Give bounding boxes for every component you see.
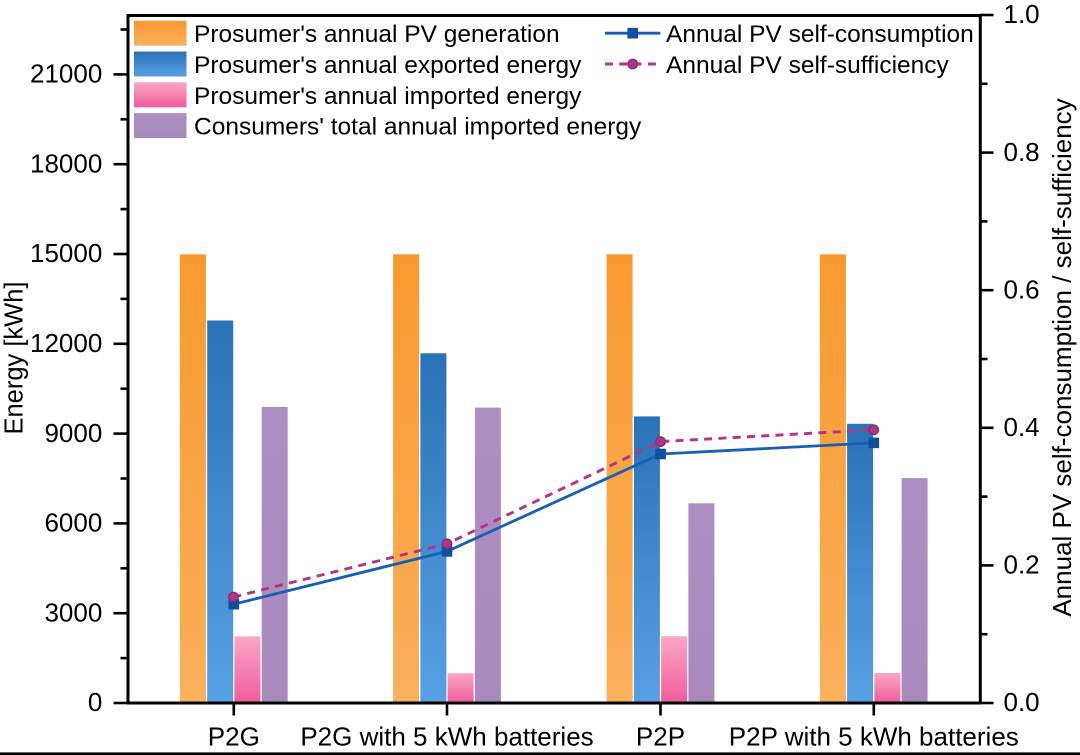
svg-text:0.8: 0.8: [1004, 137, 1040, 167]
svg-text:12000: 12000: [30, 328, 102, 358]
svg-text:Consumers' total annual import: Consumers' total annual imported energy: [194, 114, 642, 141]
svg-text:6000: 6000: [44, 508, 102, 538]
svg-text:Prosumer's annual PV generatio: Prosumer's annual PV generation: [194, 21, 560, 48]
svg-text:9000: 9000: [44, 418, 102, 448]
svg-text:Prosumer's annual imported ene: Prosumer's annual imported energy: [194, 83, 582, 110]
svg-text:1.0: 1.0: [1004, 0, 1040, 29]
svg-text:P2P with 5 kWh batteries: P2P with 5 kWh batteries: [729, 722, 1019, 752]
svg-text:0: 0: [88, 687, 102, 717]
svg-text:Annual PV self-consumption: Annual PV self-consumption: [666, 21, 974, 48]
svg-text:18000: 18000: [30, 148, 102, 178]
svg-text:15000: 15000: [30, 238, 102, 268]
svg-text:Energy [kWh]: Energy [kWh]: [0, 281, 28, 434]
svg-text:Prosumer's annual exported ene: Prosumer's annual exported energy: [194, 52, 582, 79]
svg-text:0.0: 0.0: [1004, 687, 1040, 717]
svg-text:3000: 3000: [44, 597, 102, 627]
svg-text:21000: 21000: [30, 59, 102, 89]
svg-text:0.2: 0.2: [1004, 550, 1040, 580]
svg-text:0.4: 0.4: [1004, 412, 1040, 442]
svg-text:Annual PV self-sufficiency: Annual PV self-sufficiency: [666, 52, 950, 79]
svg-text:P2G with 5 kWh batteries: P2G with 5 kWh batteries: [300, 722, 593, 752]
svg-text:P2G: P2G: [208, 722, 260, 752]
svg-text:0.6: 0.6: [1004, 274, 1040, 304]
svg-text:P2P: P2P: [636, 722, 685, 752]
svg-text:Annual PV self-consumption / s: Annual PV self-consumption / self-suffic…: [1047, 98, 1077, 616]
